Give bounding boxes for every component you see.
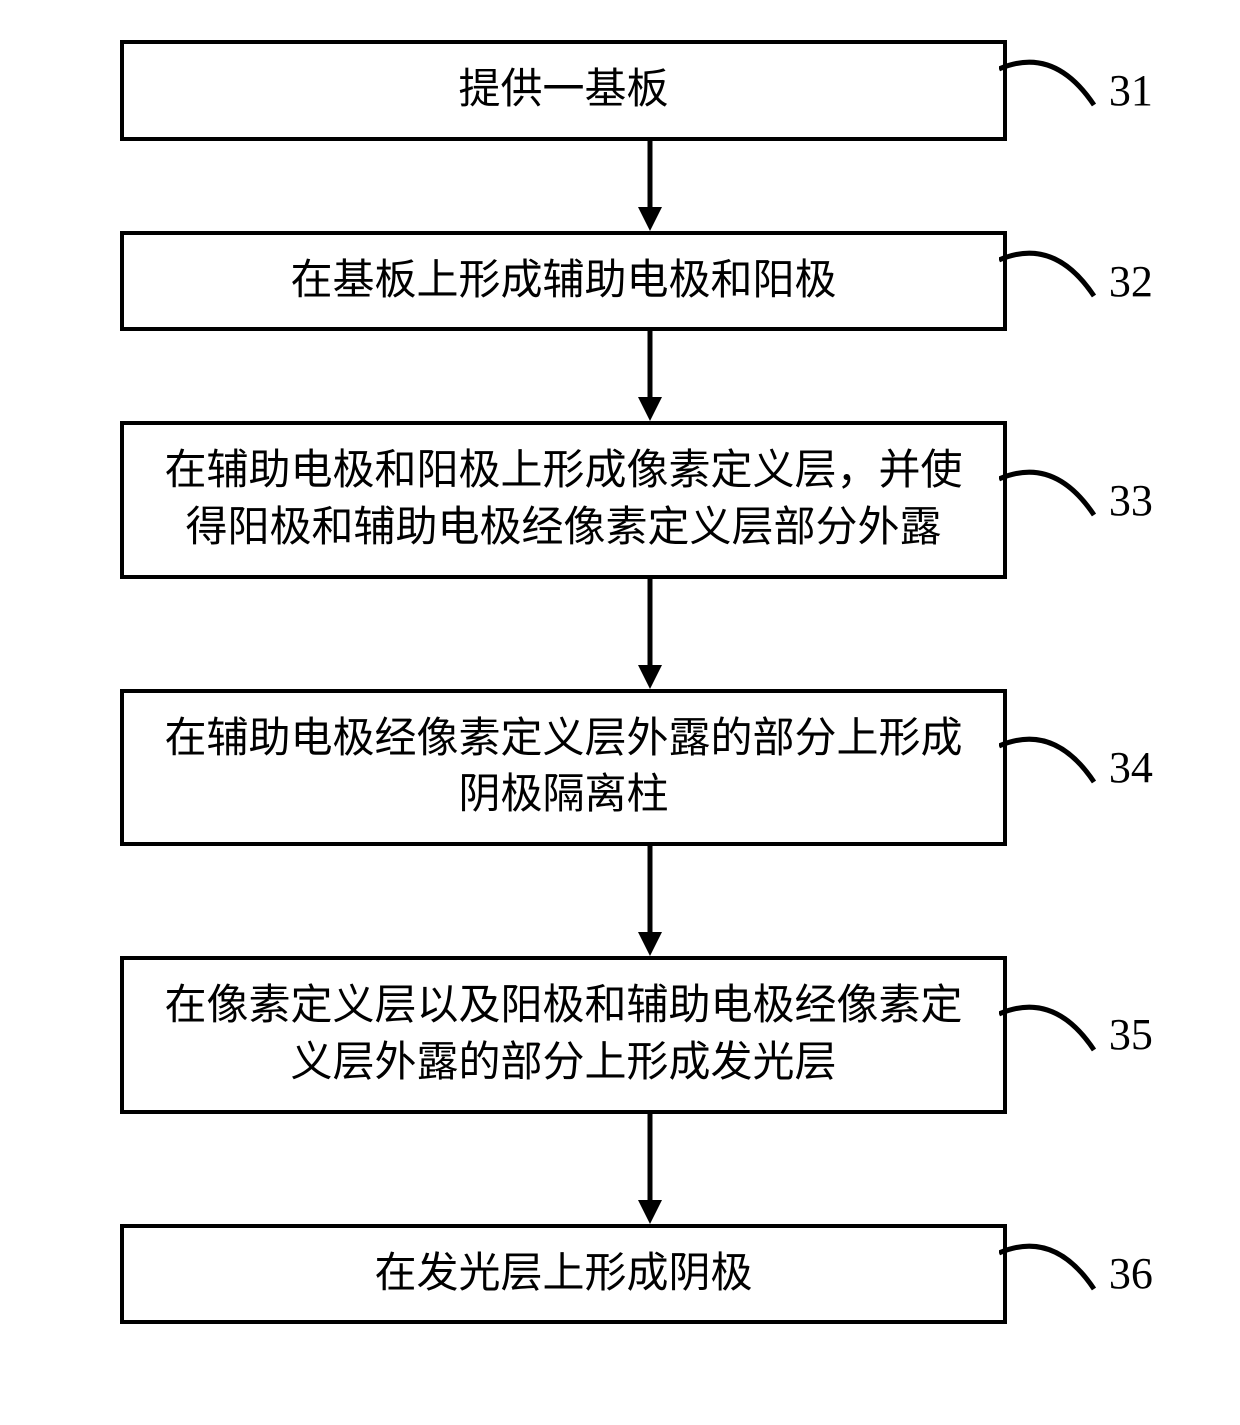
step-label-33: 33: [1109, 475, 1153, 526]
arrow-down-icon: [630, 1114, 670, 1224]
step-text-35: 在像素定义层以及阳极和辅助电极经像素定义层外露的部分上形成发光层: [148, 978, 979, 1091]
step-box-36: 在发光层上形成阴极: [120, 1224, 1007, 1325]
step-box-32: 在基板上形成辅助电极和阳极: [120, 231, 1007, 332]
step-box-34: 在辅助电极经像素定义层外露的部分上形成阴极隔离柱: [120, 689, 1007, 846]
step-box-31: 提供一基板: [120, 40, 1007, 141]
step-row-35: 在像素定义层以及阳极和辅助电极经像素定义层外露的部分上形成发光层 35: [60, 956, 1180, 1113]
arrow-2: [190, 331, 1110, 421]
step-text-36: 在发光层上形成阴极: [374, 1246, 752, 1303]
step-row-36: 在发光层上形成阴极 36: [60, 1224, 1180, 1325]
flowchart-container: 提供一基板 31 在基板上形成辅助电极和阳极 32: [60, 40, 1180, 1324]
step-label-32: 32: [1109, 256, 1153, 307]
arrow-down-icon: [630, 579, 670, 689]
arrow-down-icon: [630, 846, 670, 956]
arrow-3: [190, 579, 1110, 689]
step-label-34: 34: [1109, 742, 1153, 793]
arrow-down-icon: [630, 331, 670, 421]
step-text-31: 提供一基板: [458, 62, 668, 119]
step-label-36: 36: [1109, 1248, 1153, 1299]
curve-icon: [999, 732, 1109, 802]
arrow-5: [190, 1114, 1110, 1224]
curve-icon: [999, 1000, 1109, 1070]
arrow-1: [190, 141, 1110, 231]
step-row-34: 在辅助电极经像素定义层外露的部分上形成阴极隔离柱 34: [60, 689, 1180, 846]
curve-icon: [999, 55, 1109, 125]
curve-icon: [999, 465, 1109, 535]
step-row-32: 在基板上形成辅助电极和阳极 32: [60, 231, 1180, 332]
arrow-4: [190, 846, 1110, 956]
step-box-33: 在辅助电极和阳极上形成像素定义层，并使得阳极和辅助电极经像素定义层部分外露: [120, 421, 1007, 578]
step-label-31: 31: [1109, 65, 1153, 116]
step-box-35: 在像素定义层以及阳极和辅助电极经像素定义层外露的部分上形成发光层: [120, 956, 1007, 1113]
step-row-31: 提供一基板 31: [60, 40, 1180, 141]
curve-icon: [999, 1239, 1109, 1309]
step-row-33: 在辅助电极和阳极上形成像素定义层，并使得阳极和辅助电极经像素定义层部分外露 33: [60, 421, 1180, 578]
step-label-35: 35: [1109, 1009, 1153, 1060]
arrow-down-icon: [630, 141, 670, 231]
curve-icon: [999, 246, 1109, 316]
step-text-33: 在辅助电极和阳极上形成像素定义层，并使得阳极和辅助电极经像素定义层部分外露: [148, 443, 979, 556]
step-text-32: 在基板上形成辅助电极和阳极: [290, 253, 836, 310]
step-text-34: 在辅助电极经像素定义层外露的部分上形成阴极隔离柱: [148, 711, 979, 824]
